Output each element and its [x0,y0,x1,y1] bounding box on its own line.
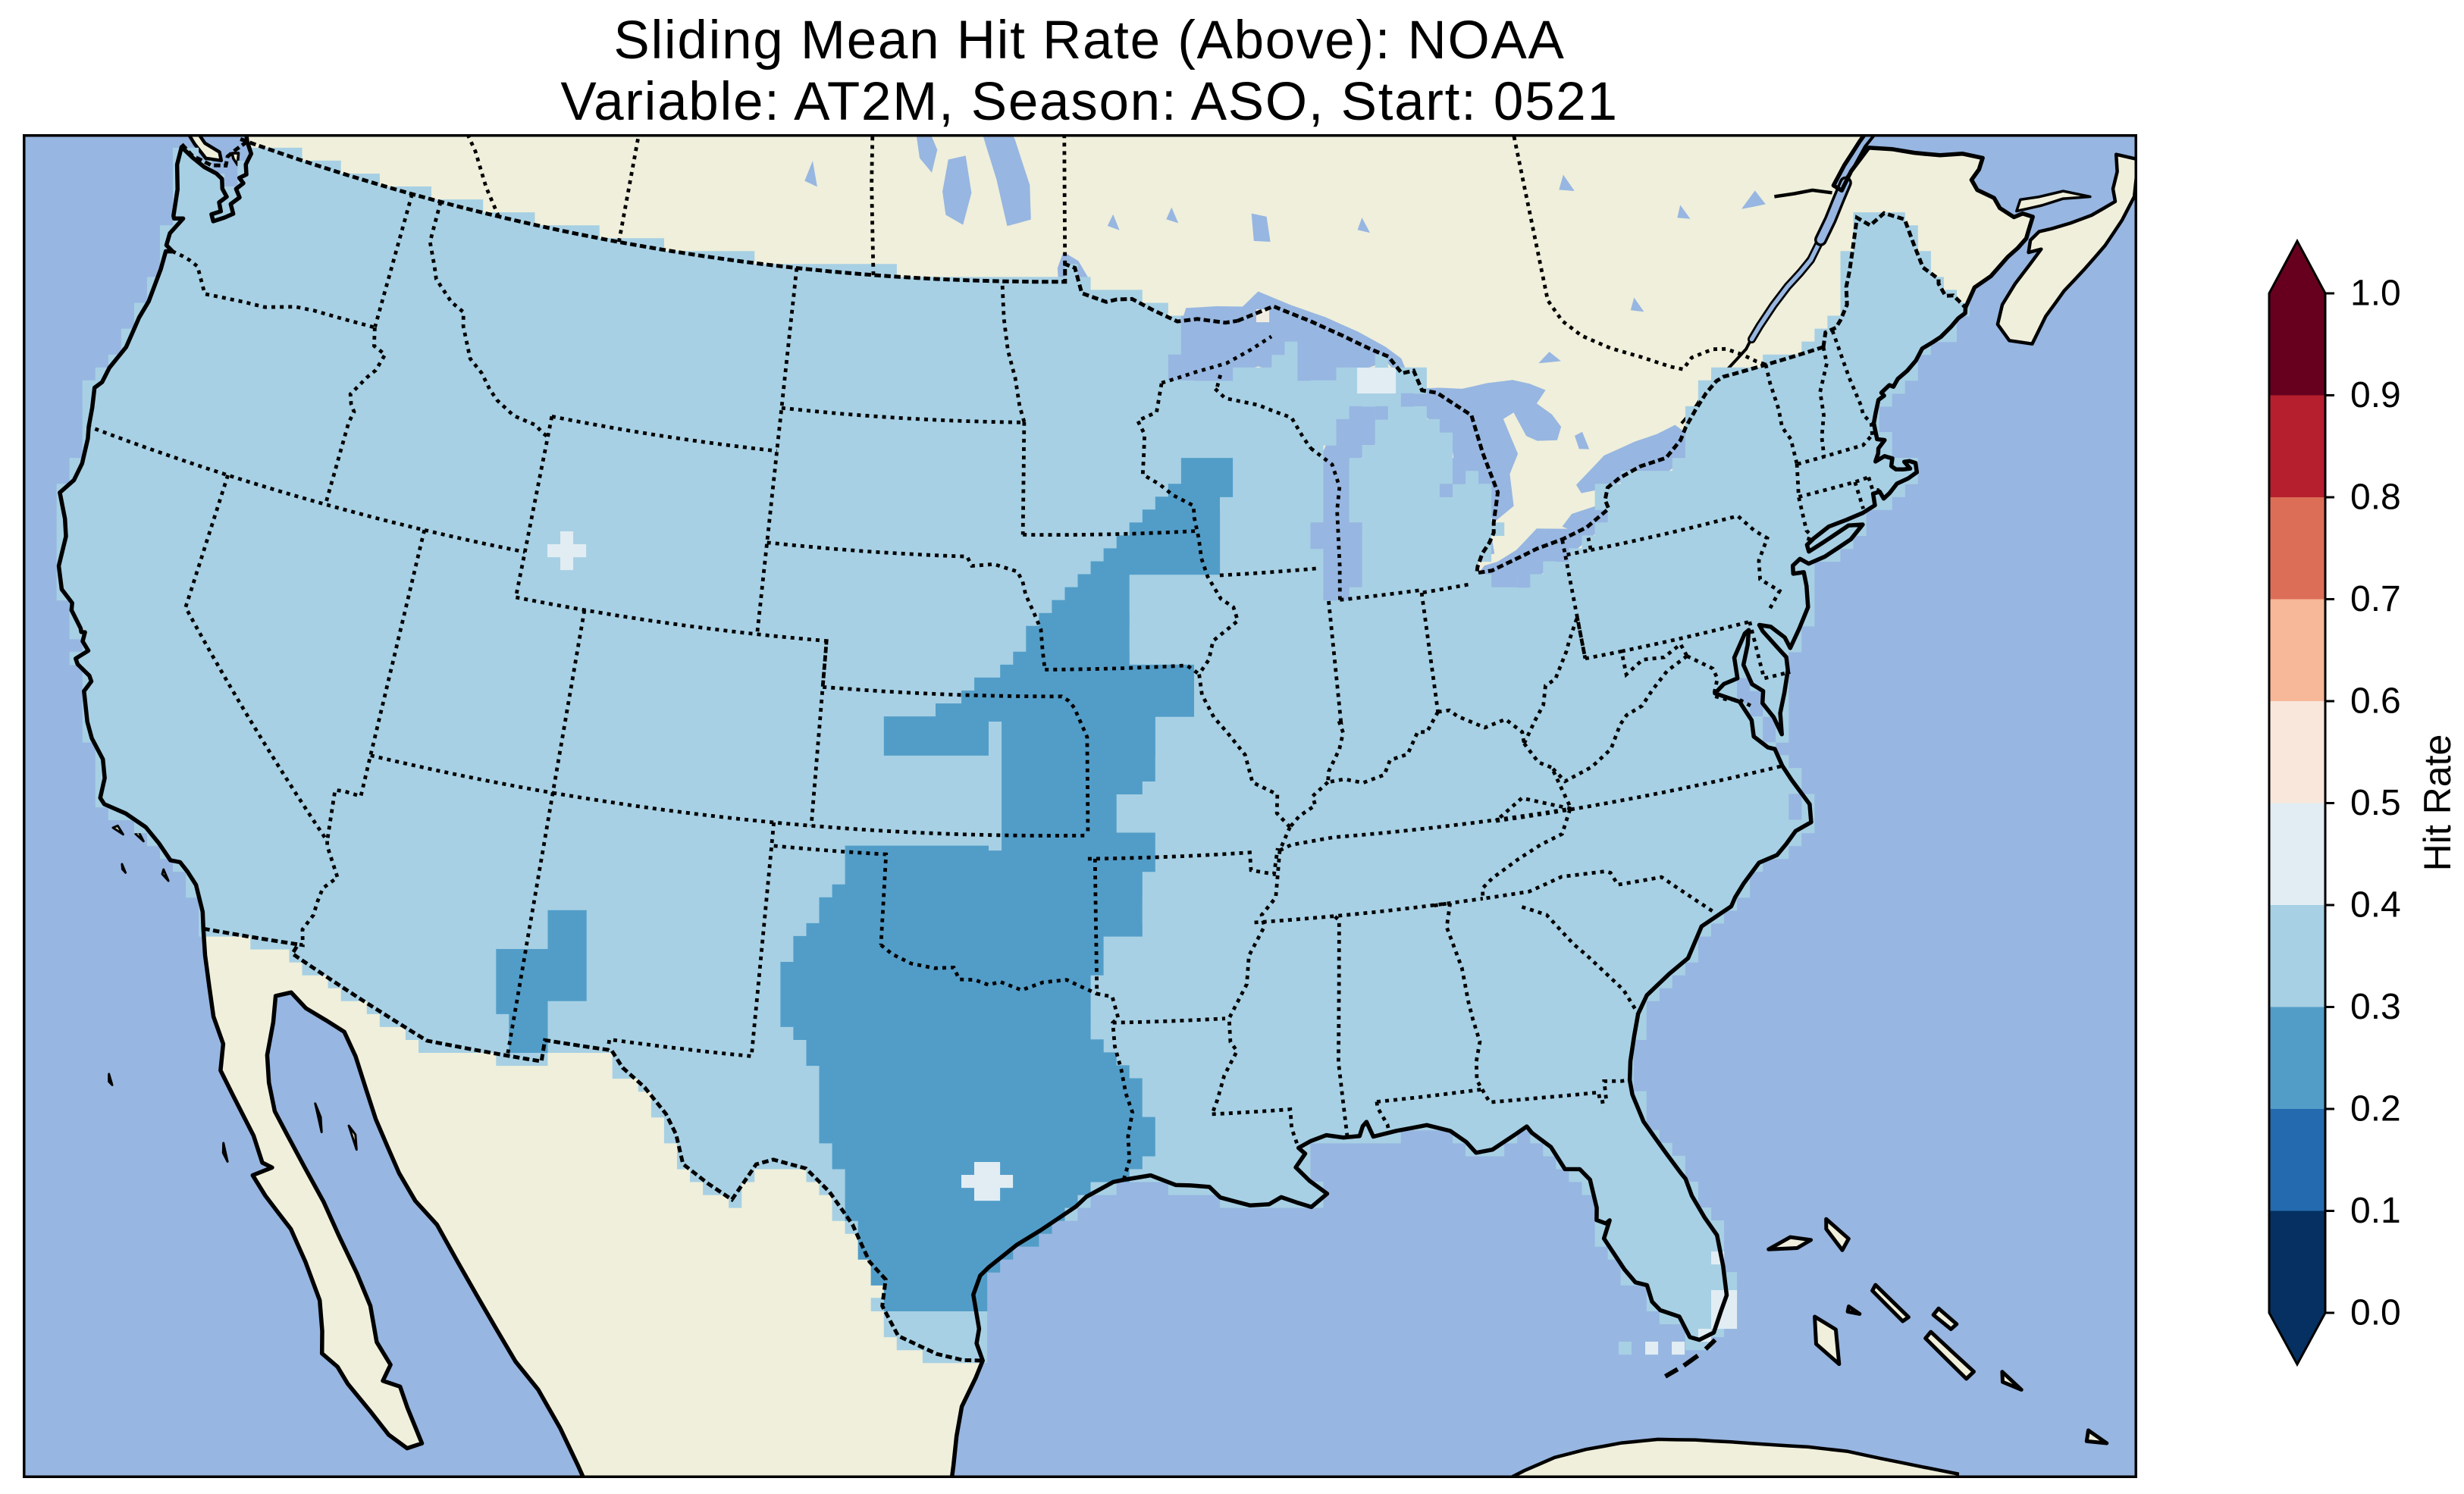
svg-text:1.0: 1.0 [2350,274,2401,314]
svg-text:0.3: 0.3 [2350,987,2401,1027]
svg-text:0.8: 0.8 [2350,478,2401,518]
svg-text:0.5: 0.5 [2350,783,2401,823]
svg-text:0.9: 0.9 [2350,375,2401,415]
svg-text:0.6: 0.6 [2350,681,2401,722]
svg-text:0.2: 0.2 [2350,1089,2401,1129]
svg-text:0.7: 0.7 [2350,579,2401,619]
svg-text:Hit Rate: Hit Rate [2416,734,2459,872]
svg-text:0.4: 0.4 [2350,885,2401,926]
svg-text:0.1: 0.1 [2350,1191,2401,1231]
svg-text:0.0: 0.0 [2350,1293,2401,1333]
